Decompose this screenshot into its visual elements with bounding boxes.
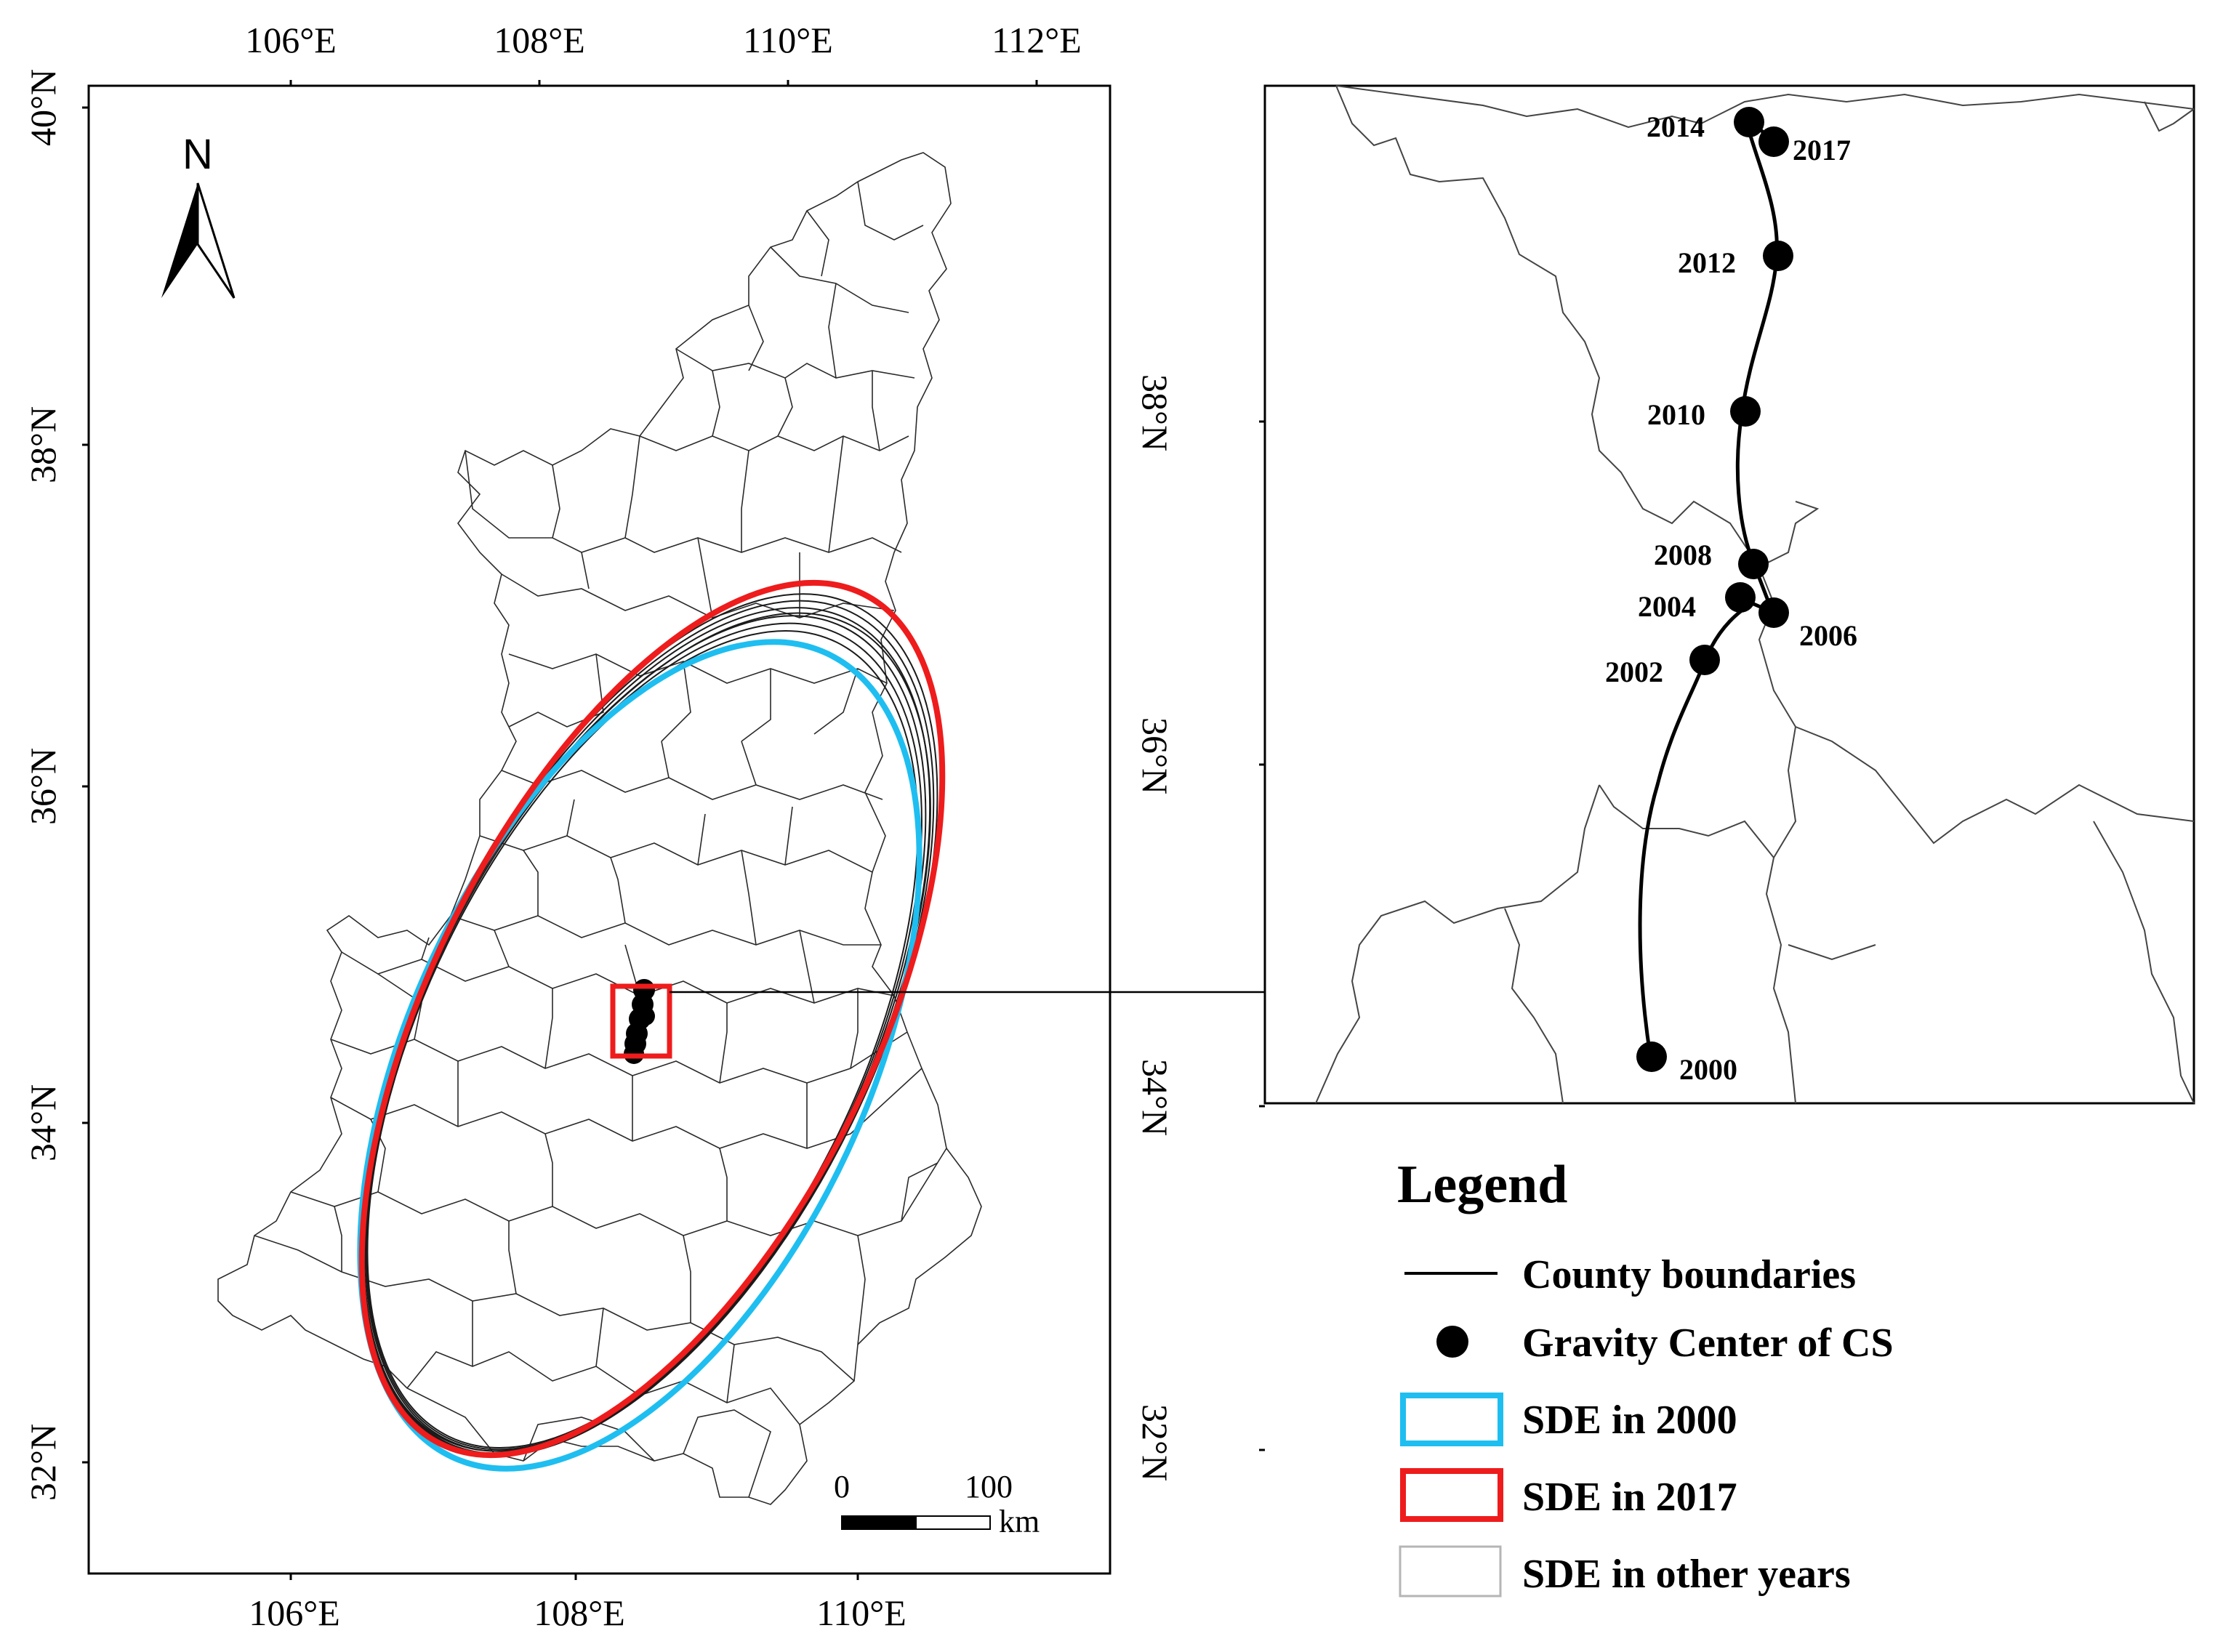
bottom-tick-label: 108°E	[534, 1592, 625, 1633]
year-label-2008: 2008	[1654, 539, 1712, 571]
scale-start: 0	[834, 1469, 850, 1504]
legend-box-2000	[1400, 1393, 1503, 1446]
bottom-tick-label: 106°E	[249, 1592, 340, 1633]
left-tick-label: 36°N	[23, 748, 63, 825]
legend-box-2017	[1400, 1468, 1503, 1522]
scale-bar: 0 100 km	[834, 1469, 1040, 1539]
gravity-point-2010	[1730, 396, 1761, 427]
top-tick-label: 106°E	[245, 20, 337, 60]
year-label-2004: 2004	[1638, 590, 1696, 623]
year-label-2017: 2017	[1793, 134, 1851, 166]
left-tick-label: 34°N	[23, 1084, 63, 1161]
left-tick-label: 40°N	[23, 69, 63, 146]
year-label-2012: 2012	[1678, 246, 1736, 279]
gravity-center-points	[1636, 107, 1793, 1072]
main-map-bottom-ticks: 106°E 108°E 110°E	[249, 1574, 907, 1633]
year-label-2002: 2002	[1605, 656, 1663, 688]
left-tick-label: 38°N	[23, 406, 63, 483]
province-outline	[217, 152, 982, 1505]
main-map-frame	[87, 84, 1112, 1575]
gravity-point-2017	[1758, 126, 1789, 157]
gravity-point-2000	[1636, 1041, 1667, 1072]
legend-item-county-boundaries: County boundaries	[1522, 1252, 1856, 1297]
legend: Legend County boundaries Gravity Center …	[1397, 1155, 1894, 1597]
inset-lat-label: 34°N	[1135, 1059, 1175, 1136]
inset-lat-ticks: 38°N 36°N 34°N 32°N	[1135, 374, 1265, 1481]
gravity-year-labels: 2000 2002 2004 2006 2008 2010 2012 2014 …	[1605, 110, 1857, 1086]
legend-item-sde-other: SDE in other years	[1522, 1552, 1851, 1597]
inset-lat-label: 36°N	[1135, 717, 1175, 794]
gravity-point-2004	[1725, 582, 1756, 613]
year-label-2010: 2010	[1647, 398, 1705, 431]
left-tick-label: 32°N	[23, 1424, 63, 1501]
north-label: N	[182, 131, 213, 178]
gravity-point-2012	[1763, 241, 1793, 271]
gravity-point-2008	[1738, 549, 1769, 579]
legend-item-sde-2017: SDE in 2017	[1522, 1475, 1737, 1520]
legend-title: Legend	[1397, 1155, 1567, 1214]
sde-2000	[357, 639, 922, 1472]
year-label-2000: 2000	[1679, 1053, 1737, 1086]
gravity-point-2006	[1758, 597, 1789, 628]
north-arrow: N	[161, 131, 236, 299]
top-tick-label: 108°E	[494, 20, 585, 60]
scale-end: 100	[965, 1469, 1013, 1504]
legend-dot-symbol	[1436, 1326, 1468, 1358]
inset-lat-label: 38°N	[1135, 374, 1175, 451]
gravity-point-2002	[1689, 645, 1720, 675]
main-map-top-ticks: 106°E 108°E 110°E 112°E	[245, 20, 1082, 86]
legend-box-other-years	[1399, 1545, 1502, 1597]
year-label-2006: 2006	[1799, 619, 1857, 652]
inset-frame	[1263, 84, 2195, 1105]
year-label-2014: 2014	[1647, 110, 1705, 143]
gravity-center-cluster	[624, 979, 655, 1064]
bottom-tick-label: 110°E	[816, 1592, 907, 1633]
gravity-point-2014	[1734, 107, 1764, 137]
county-boundaries	[254, 181, 947, 1498]
legend-item-sde-2000: SDE in 2000	[1522, 1398, 1737, 1443]
main-map-left-ticks: 40°N 38°N 36°N 34°N 32°N	[23, 69, 89, 1501]
sde-2017	[358, 579, 946, 1459]
top-tick-label: 110°E	[743, 20, 833, 60]
top-tick-label: 112°E	[992, 20, 1082, 60]
scale-unit: km	[999, 1504, 1040, 1539]
zoom-box	[610, 983, 672, 1059]
inset-lat-label: 32°N	[1135, 1404, 1175, 1481]
inset-county-boundaries	[1315, 85, 2195, 1104]
sde-other-years	[361, 593, 938, 1456]
legend-item-gravity-center: Gravity Center of CS	[1522, 1321, 1894, 1366]
